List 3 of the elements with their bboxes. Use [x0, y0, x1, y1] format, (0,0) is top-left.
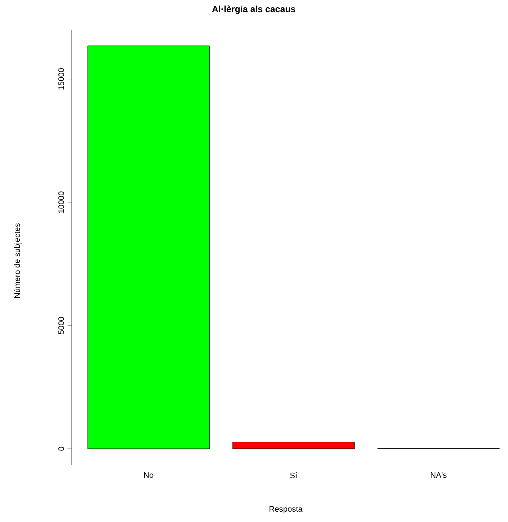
bar [88, 46, 210, 450]
bar [232, 442, 355, 450]
chart-title: Al·lèrgia als cacaus [212, 6, 296, 14]
